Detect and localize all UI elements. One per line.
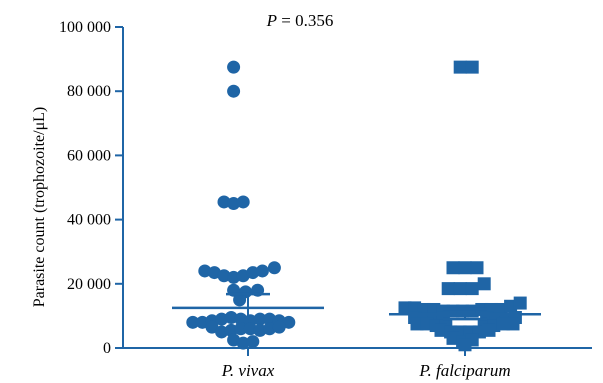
data-point: [198, 264, 212, 278]
data-point: [446, 261, 460, 275]
data-point: [234, 322, 248, 336]
y-tick-label: 100 000: [59, 19, 111, 36]
axes: 0 20 000 40 000 60 000 80 000 100 000 P. vivax…: [59, 19, 592, 380]
data-point: [506, 317, 520, 331]
data-point: [234, 312, 248, 326]
x-tick-label: P. falciparum: [418, 361, 510, 380]
data-point: [217, 269, 231, 283]
data-point: [246, 266, 260, 280]
series-group: [172, 60, 324, 350]
data-point: [195, 315, 209, 329]
y-tick-label: 20 000: [67, 276, 111, 293]
data-point: [215, 325, 229, 339]
data-point: [246, 335, 260, 349]
data-point: [215, 312, 229, 326]
data-point: [236, 336, 250, 350]
data-point: [263, 312, 277, 326]
series-group: [389, 60, 541, 352]
data-point: [217, 195, 231, 209]
data-point: [205, 320, 219, 334]
y-tick-label: 60 000: [67, 147, 111, 164]
data-point: [186, 315, 200, 329]
data-point: [513, 296, 527, 310]
data-point: [465, 60, 479, 74]
y-tick-label: 0: [103, 340, 111, 357]
data-point: [227, 270, 241, 284]
data-point: [282, 315, 296, 329]
data-point: [227, 197, 241, 211]
y-tick-label: 80 000: [67, 83, 111, 100]
data-point: [255, 264, 269, 278]
data-point: [470, 261, 484, 275]
data-point: [458, 338, 472, 352]
data-point: [263, 322, 277, 336]
data-point: [227, 60, 241, 74]
p-value-symbol: P: [266, 11, 277, 30]
data-point: [253, 323, 267, 337]
data-point: [227, 84, 241, 98]
p-value-annotation: P = 0.356: [266, 11, 334, 30]
data-point: [243, 322, 257, 336]
data-point: [272, 320, 286, 334]
data-point: [458, 261, 472, 275]
data-point: [477, 277, 491, 291]
y-axis-title: Parasite count (trophozoite/μL): [31, 107, 48, 308]
data-point: [465, 282, 479, 296]
x-tick-label: P. vivax: [221, 361, 275, 380]
data-point: [253, 312, 267, 326]
data-point: [441, 282, 455, 296]
y-tick-label: 40 000: [67, 212, 111, 229]
data-point: [482, 323, 496, 337]
data-point: [453, 282, 467, 296]
data-marks: [172, 60, 541, 352]
data-point: [267, 261, 281, 275]
data-point: [236, 195, 250, 209]
data-point: [233, 293, 247, 307]
data-point: [453, 60, 467, 74]
p-value-text: = 0.356: [277, 11, 333, 30]
